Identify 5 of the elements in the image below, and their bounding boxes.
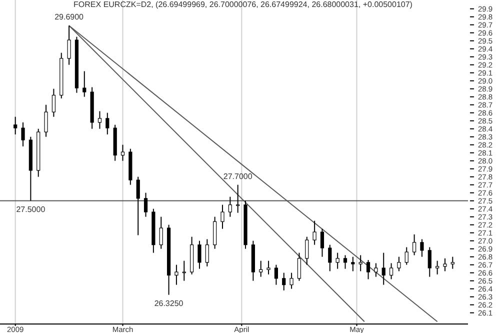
annotation: 29.6900 — [54, 12, 84, 22]
annotation: 27.7000 — [223, 172, 253, 181]
chart-title: FOREX EURCZK=D2, (26.69499969, 26.70000076, 26.67499924, 26.68000031, +0.00500107) — [74, 0, 413, 9]
annotation: 27.5000 — [16, 204, 46, 214]
annotation: 26.3250 — [154, 298, 184, 308]
